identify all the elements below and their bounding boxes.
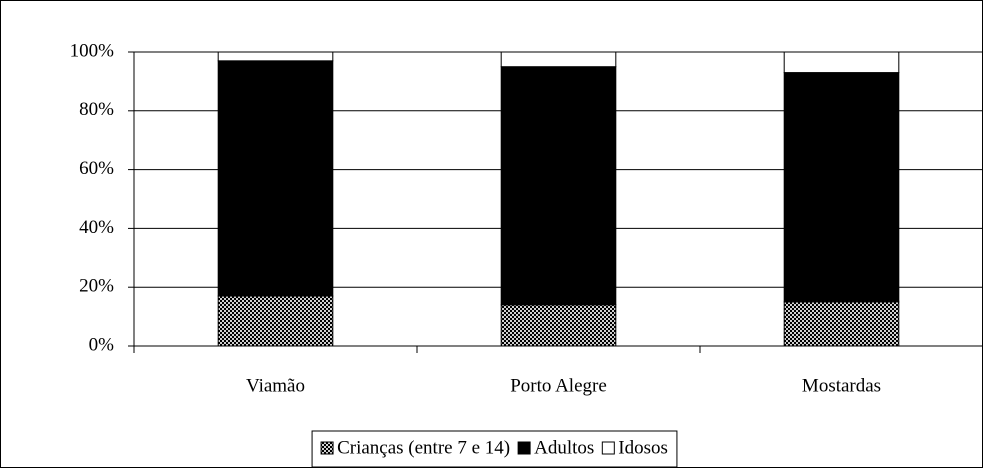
bar-segment xyxy=(500,304,617,347)
x-tick-label: Porto Alegre xyxy=(510,375,607,396)
legend-swatch xyxy=(320,441,334,455)
bar-segment xyxy=(217,60,334,297)
bar-segment xyxy=(217,295,334,347)
x-tick-label: Mostardas xyxy=(802,375,881,396)
legend: Crianças (entre 7 e 14) Adultos Idosos xyxy=(311,430,678,468)
bar-segment xyxy=(783,51,900,74)
legend-label: Crianças (entre 7 e 14) xyxy=(337,437,510,458)
legend-box xyxy=(311,430,678,468)
bar-segment xyxy=(500,51,617,68)
y-tick-label: 40% xyxy=(79,217,114,238)
y-tick-label: 60% xyxy=(79,158,114,179)
legend-label: Adultos xyxy=(534,437,594,458)
x-tick-label: Viamão xyxy=(246,375,305,396)
bar-segment xyxy=(500,66,617,306)
y-tick-label: 20% xyxy=(79,276,114,297)
y-tick-label: 100% xyxy=(70,40,115,61)
bar-segment xyxy=(217,51,334,62)
y-tick-label: 80% xyxy=(79,99,114,120)
bar-segment xyxy=(783,301,900,347)
legend-label: Idosos xyxy=(618,437,668,458)
bar-segment xyxy=(783,72,900,303)
legend-swatch xyxy=(601,441,615,455)
y-tick-label: 0% xyxy=(89,334,115,355)
legend-swatch xyxy=(517,441,531,455)
